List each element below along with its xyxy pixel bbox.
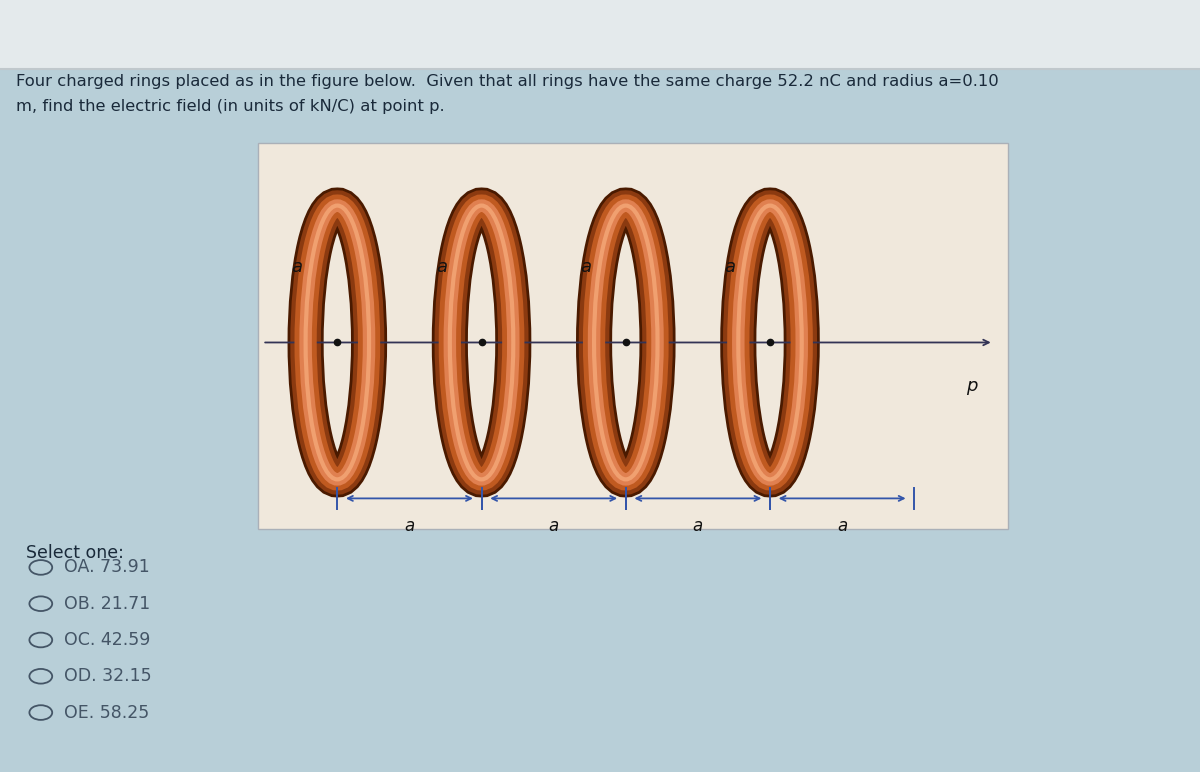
Text: OE. 58.25: OE. 58.25 bbox=[64, 703, 149, 722]
Text: a: a bbox=[436, 258, 446, 276]
Text: Select one:: Select one: bbox=[26, 544, 125, 562]
Text: a: a bbox=[725, 258, 736, 276]
Text: m, find the electric field (in units of kN/C) at point p.: m, find the electric field (in units of … bbox=[16, 99, 444, 114]
Text: OD. 32.15: OD. 32.15 bbox=[64, 667, 151, 686]
Bar bbox=[258, 143, 1008, 529]
Bar bbox=[0, 0, 1200, 69]
Text: a: a bbox=[404, 517, 414, 536]
Text: OB. 21.71: OB. 21.71 bbox=[64, 594, 150, 613]
Text: a: a bbox=[838, 517, 847, 536]
Text: OA. 73.91: OA. 73.91 bbox=[64, 558, 149, 577]
Text: p: p bbox=[966, 377, 978, 394]
Text: a: a bbox=[692, 517, 703, 536]
Text: a: a bbox=[548, 517, 559, 536]
Text: a: a bbox=[292, 258, 302, 276]
Text: a: a bbox=[580, 258, 592, 276]
Text: OC. 42.59: OC. 42.59 bbox=[64, 631, 150, 649]
Text: Four charged rings placed as in the figure below.  Given that all rings have the: Four charged rings placed as in the figu… bbox=[16, 73, 998, 89]
